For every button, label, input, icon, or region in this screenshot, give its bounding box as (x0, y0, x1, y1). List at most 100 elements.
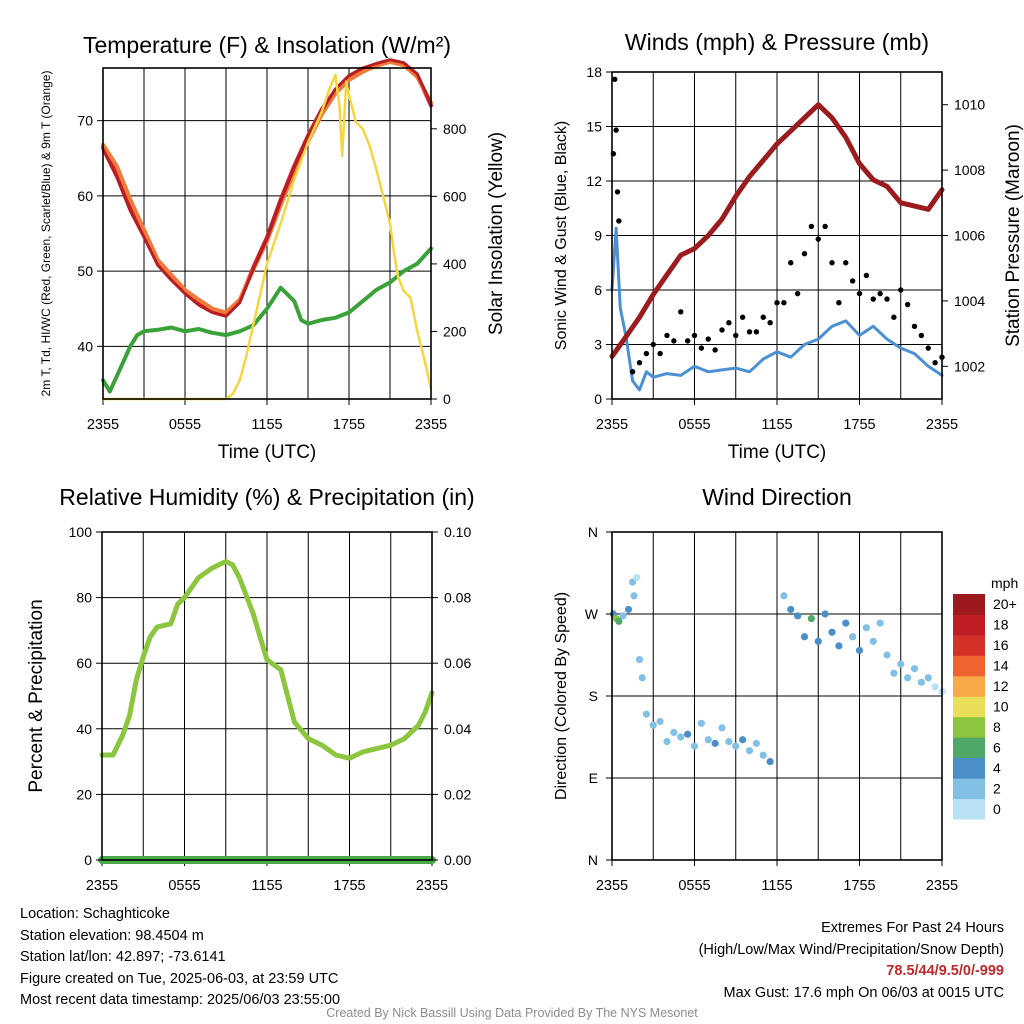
colorbar-cell (953, 716, 985, 738)
y-tick-label-left: 0 (84, 852, 92, 868)
y-tick-label-right: 0.06 (444, 655, 471, 671)
y-tick-label-right: 200 (443, 323, 467, 339)
colorbar-cell (953, 778, 985, 800)
y-tick-label-right: 0.04 (444, 721, 471, 737)
colorbar-label: 10 (993, 699, 1009, 715)
y-tick-label-left: 50 (77, 263, 93, 279)
y-tick-label-right: 800 (443, 121, 467, 137)
recent-data-text: Most recent data timestamp: 2025/06/03 2… (20, 992, 341, 1008)
gust-point (671, 338, 677, 344)
gust-point (801, 250, 808, 257)
y-tick-label-right: 1004 (954, 293, 985, 309)
y-axis-label-left: 2m T, Td, HI/WC (Red, Green, Scarlet/Blu… (39, 71, 53, 397)
x-tick-label: 2355 (416, 878, 448, 894)
x-tick-label: 2355 (926, 878, 958, 894)
gust-point (664, 332, 670, 339)
extremes-panel: Extremes For Past 24 Hours (High/Low/Max… (699, 918, 1004, 1004)
gust-point (849, 278, 856, 284)
direction-point (897, 660, 905, 668)
direction-point (794, 612, 802, 620)
direction-point (876, 619, 884, 627)
x-tick-label: 1155 (251, 878, 282, 894)
y-tick-label-left: E (589, 770, 598, 786)
gust-point (932, 359, 938, 366)
gust-point (794, 290, 801, 297)
direction-point (732, 742, 740, 750)
direction-point (690, 742, 699, 750)
y-tick-label-left: 9 (594, 228, 602, 244)
panel-1: 2355 0555 1155 1755 2355 40 50 60 70 0 200 400 600 80… (39, 32, 507, 463)
gust-point (815, 236, 821, 242)
latlon-text: Station lat/lon: 42.897; -73.6141 (20, 949, 226, 965)
gust-point (856, 290, 863, 297)
y-tick-label-right: 600 (443, 188, 467, 204)
x-tick-label: 2355 (415, 417, 447, 433)
colorbar-label: 0 (993, 801, 1001, 817)
direction-point (849, 633, 857, 641)
y-axis-label-right: Station Pressure (Maroon) (1003, 124, 1024, 347)
y-axis-label-left: Sonic Wind & Gust (Blue, Black) (553, 121, 570, 350)
x-tick-label: 1755 (333, 417, 365, 433)
gust-point (705, 336, 711, 342)
series-line (609, 102, 945, 359)
direction-point (787, 605, 795, 614)
y-tick-label-right: 400 (443, 256, 467, 272)
location-text: Location: Schaghticoke (20, 906, 170, 922)
direction-point (649, 721, 657, 729)
gust-point (863, 272, 870, 279)
direction-point (619, 612, 627, 620)
y-tick-label-right: 0.10 (444, 524, 471, 540)
credit-text: Created By Nick Bassill Using Data Provi… (326, 1006, 698, 1020)
x-tick-label: 1155 (761, 878, 792, 894)
x-tick-label: 2355 (926, 417, 958, 433)
y-axis-label-right: Solar Insolation (Yellow) (486, 132, 507, 335)
direction-point (624, 605, 633, 614)
extremes-values: 78.5/44/9.5/0/-999 (886, 963, 1004, 979)
colorbar-cell (953, 798, 985, 820)
gust-point (753, 329, 760, 335)
direction-point (638, 674, 646, 682)
y-tick-label-left: 6 (594, 282, 602, 298)
x-tick-label: 2355 (596, 878, 628, 894)
gust-point (726, 320, 732, 326)
colorbar-cell (953, 737, 985, 759)
x-axis-label: Time (UTC) (728, 442, 827, 463)
y-tick-label-left: 12 (586, 173, 602, 189)
gust-point (843, 260, 849, 266)
y-tick-label-right: 1006 (954, 228, 985, 244)
chart-title: Temperature (F) & Insolation (W/m²) (83, 32, 451, 58)
colorbar-label: 6 (993, 739, 1001, 755)
direction-point (663, 737, 671, 746)
direction-point (656, 717, 664, 726)
plot-border (102, 67, 432, 400)
chart-title: Winds (mph) & Pressure (mb) (625, 29, 929, 55)
direction-point (855, 646, 864, 655)
speed-colorbar: 0 2 4 6 8 10 12 14 16 18 20+ mph (953, 575, 1018, 820)
gust-point (684, 338, 691, 344)
direction-point (807, 614, 815, 623)
series-line (101, 73, 433, 401)
y-tick-label-right: 1010 (954, 97, 985, 113)
direction-point (821, 610, 829, 618)
gust-point (877, 290, 883, 297)
panel-2: 2355 0555 1155 1755 2355 0 3 6 9 12 15 18 1002 1004 10… (553, 29, 1024, 463)
series-line (101, 58, 433, 318)
chart-title: Wind Direction (702, 484, 852, 510)
y-tick-label-left: N (588, 524, 598, 540)
x-tick-label: 0555 (678, 878, 710, 894)
gust-point (746, 329, 753, 335)
colorbar-cell (953, 594, 985, 615)
gust-point (636, 359, 643, 366)
x-tick-label: 2355 (596, 417, 628, 433)
colorbar-label: 18 (993, 617, 1009, 633)
colorbar-label: 14 (993, 658, 1009, 674)
x-tick-label: 1755 (843, 878, 875, 894)
y-tick-label-left: N (588, 852, 598, 868)
direction-point (711, 739, 719, 747)
colorbar-label: 20+ (993, 596, 1017, 612)
gust-point (767, 320, 773, 326)
gust-point (870, 296, 876, 302)
y-tick-label-left: 40 (77, 338, 93, 354)
y-tick-label-left: S (589, 688, 598, 704)
